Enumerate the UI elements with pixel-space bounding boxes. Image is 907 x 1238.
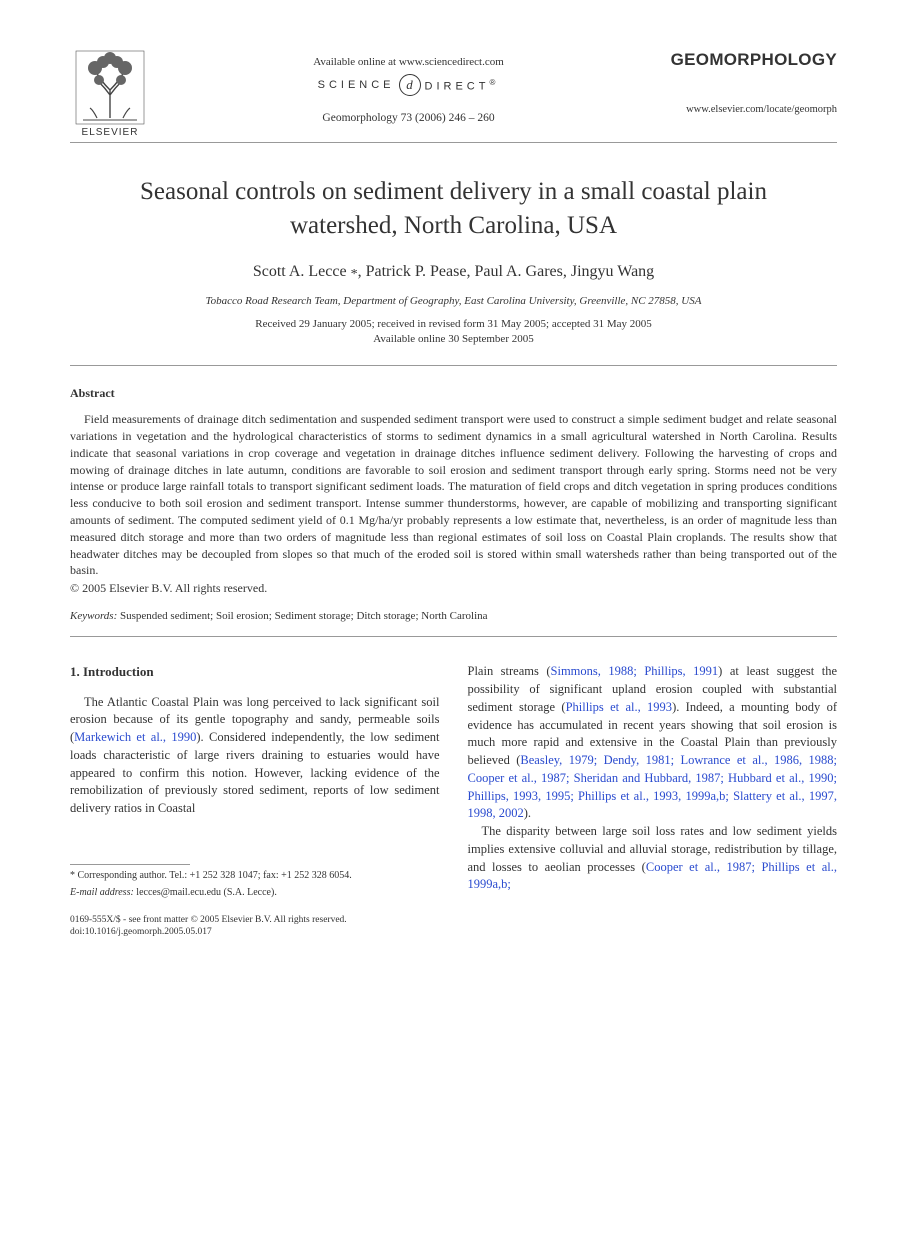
intro-para-1: The Atlantic Coastal Plain was long perc… — [70, 694, 440, 818]
doi-line: doi:10.1016/j.geomorph.2005.05.017 — [70, 927, 212, 937]
citation-link[interactable]: Simmons, 1988; Phillips, 1991 — [551, 664, 719, 678]
issn-line: 0169-555X/$ - see front matter © 2005 El… — [70, 915, 347, 925]
column-right: Plain streams (Simmons, 1988; Phillips, … — [468, 663, 838, 938]
science-direct-logo: SCIENCE d DIRECT® — [150, 74, 667, 96]
sd-text-left: SCIENCE — [318, 79, 395, 91]
abstract-body: Field measurements of drainage ditch sed… — [70, 411, 837, 579]
keywords-line: Keywords: Suspended sediment; Soil erosi… — [70, 610, 837, 622]
keywords-label: Keywords: — [70, 610, 117, 622]
elsevier-tree-icon — [75, 50, 145, 125]
journal-box: GEOMORPHOLOGY www.elsevier.com/locate/ge… — [667, 50, 837, 115]
publisher-name: ELSEVIER — [82, 127, 139, 138]
footer-meta: 0169-555X/$ - see front matter © 2005 El… — [70, 914, 440, 939]
article-title: Seasonal controls on sediment delivery i… — [70, 175, 837, 243]
dates-online: Available online 30 September 2005 — [373, 333, 533, 345]
affiliation: Tobacco Road Research Team, Department o… — [70, 295, 837, 307]
citation-link[interactable]: Phillips et al., 1993 — [566, 700, 673, 714]
intro-para-1-cont: Plain streams (Simmons, 1988; Phillips, … — [468, 663, 838, 823]
sd-text-right: DIRECT® — [425, 78, 500, 93]
section-heading-intro: 1. Introduction — [70, 663, 440, 681]
header-center: Available online at www.sciencedirect.co… — [150, 50, 667, 124]
body-columns: 1. Introduction The Atlantic Coastal Pla… — [70, 663, 837, 938]
keywords-text: Suspended sediment; Soil erosion; Sedime… — [117, 610, 487, 622]
page-header: ELSEVIER Available online at www.science… — [70, 50, 837, 138]
sd-badge-icon: d — [399, 74, 421, 96]
available-online-text: Available online at www.sciencedirect.co… — [150, 56, 667, 68]
abstract-heading: Abstract — [70, 386, 837, 401]
dates-received: Received 29 January 2005; received in re… — [255, 318, 652, 330]
email-footnote: E-mail address: lecces@mail.ecu.edu (S.A… — [70, 886, 440, 900]
journal-name: GEOMORPHOLOGY — [667, 50, 837, 70]
journal-url: www.elsevier.com/locate/geomorph — [667, 104, 837, 115]
abstract-top-rule — [70, 365, 837, 366]
article-dates: Received 29 January 2005; received in re… — [70, 317, 837, 348]
corresponding-author-footnote: * Corresponding author. Tel.: +1 252 328… — [70, 869, 440, 883]
abstract-bottom-rule — [70, 636, 837, 637]
header-rule — [70, 142, 837, 143]
footnote-rule — [70, 864, 190, 865]
column-left: 1. Introduction The Atlantic Coastal Pla… — [70, 663, 440, 938]
intro-para-2: The disparity between large soil loss ra… — [468, 823, 838, 894]
publisher-block: ELSEVIER — [70, 50, 150, 138]
journal-citation: Geomorphology 73 (2006) 246 – 260 — [150, 112, 667, 124]
citation-link[interactable]: Markewich et al., 1990 — [74, 730, 196, 744]
author-list: Scott A. Lecce *, Patrick P. Pease, Paul… — [70, 263, 837, 283]
abstract-copyright: © 2005 Elsevier B.V. All rights reserved… — [70, 581, 837, 596]
